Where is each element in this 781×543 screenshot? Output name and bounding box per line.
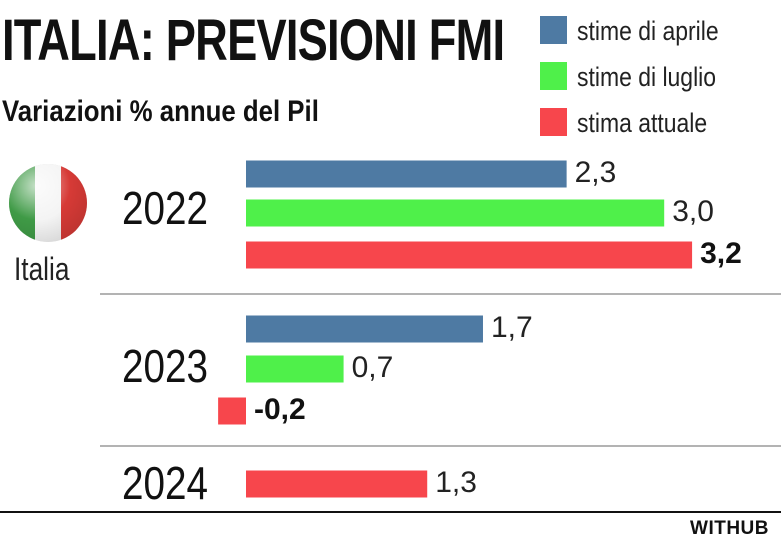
legend-item-july: stime di luglio <box>540 60 780 94</box>
legend-swatch-april <box>540 16 567 44</box>
chart-subtitle: Variazioni % annue del Pil <box>2 95 319 128</box>
italian-flag-icon <box>9 164 87 242</box>
legend-label-april: stime di aprile <box>577 16 719 46</box>
country-label: Italia <box>14 251 70 287</box>
value-label-stime-di-luglio-2022: 3,0 <box>672 195 714 228</box>
category-label-2023: 2023 <box>122 340 208 392</box>
bar-stime-di-aprile-2023 <box>246 315 483 343</box>
value-label-stima-attuale-2022: 3,2 <box>700 237 742 270</box>
bar-stime-di-aprile-2022 <box>246 160 567 188</box>
legend-label-july: stime di luglio <box>577 62 717 92</box>
value-label-stima-attuale-2024: 1,3 <box>435 466 477 499</box>
bar-stima-attuale-2023 <box>218 397 246 425</box>
legend-item-april: stime di aprile <box>540 14 780 48</box>
flag-gloss <box>9 164 87 242</box>
value-label-stima-attuale-2023: -0,2 <box>254 393 306 426</box>
value-label-stime-di-aprile-2023: 1,7 <box>491 311 533 344</box>
category-label-2024: 2024 <box>122 457 208 509</box>
legend-item-current: stima attuale <box>540 106 780 140</box>
bar-stima-attuale-2024 <box>246 470 428 498</box>
value-label-stime-di-luglio-2023: 0,7 <box>352 351 394 384</box>
legend-swatch-july <box>540 62 567 90</box>
legend-swatch-current <box>540 108 567 136</box>
bar-stime-di-luglio-2023 <box>246 355 344 383</box>
bar-stime-di-luglio-2022 <box>246 199 665 227</box>
legend-label-current: stima attuale <box>577 108 708 138</box>
brand-logo: WITHUB <box>690 518 769 539</box>
bar-stima-attuale-2022 <box>246 241 693 269</box>
category-label-2022: 2022 <box>122 182 208 234</box>
chart-title: ITALIA: PREVISIONI FMI <box>2 8 505 73</box>
value-label-stime-di-aprile-2022: 2,3 <box>575 156 617 189</box>
